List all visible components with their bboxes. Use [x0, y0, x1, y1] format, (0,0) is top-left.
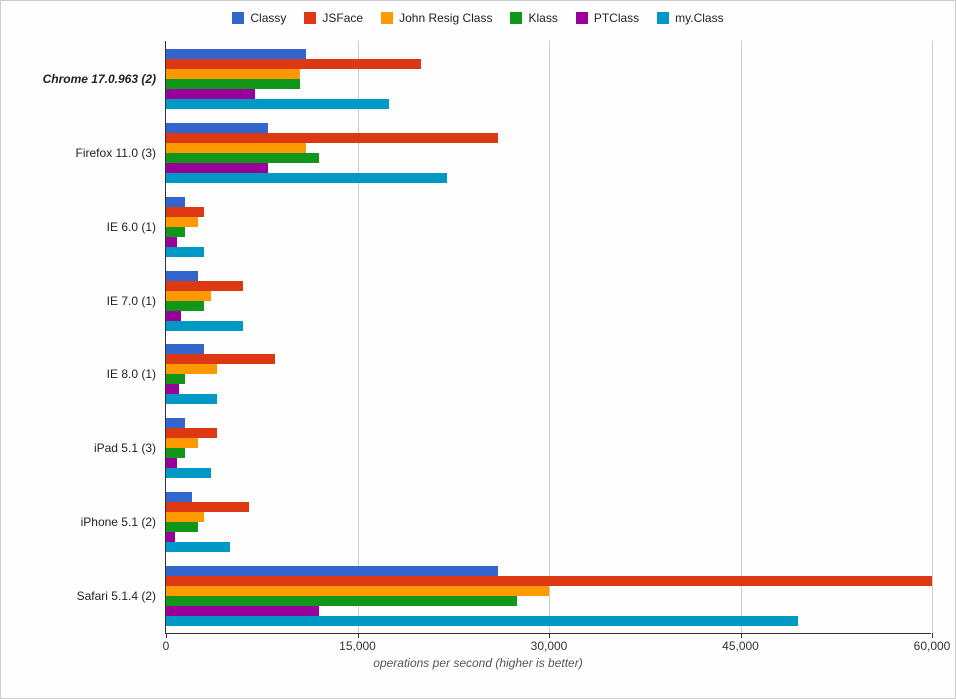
legend-swatch-classy: [232, 12, 244, 24]
bar-klass[interactable]: [166, 596, 517, 606]
bar-myclass[interactable]: [166, 616, 798, 626]
x-tick-mark: [741, 633, 742, 638]
x-tick-label: 0: [163, 639, 170, 653]
category-group: IE 7.0 (1): [166, 271, 931, 331]
category-group: Firefox 11.0 (3): [166, 123, 931, 183]
bar-ptclass[interactable]: [166, 163, 268, 173]
bar-myclass[interactable]: [166, 468, 211, 478]
legend-label: my.Class: [675, 11, 723, 25]
bar-classy[interactable]: [166, 123, 268, 133]
category-group: IE 8.0 (1): [166, 344, 931, 404]
x-tick-label: 15,000: [339, 639, 376, 653]
bar-ptclass[interactable]: [166, 458, 177, 468]
chart-frame: Classy JSFace John Resig Class Klass PTClass…: [0, 0, 956, 699]
bar-ptclass[interactable]: [166, 311, 181, 321]
legend-item-jsface[interactable]: JSFace: [304, 11, 363, 25]
legend-swatch-myclass: [657, 12, 669, 24]
category-label: Firefox 11.0 (3): [76, 146, 166, 160]
bar-classy[interactable]: [166, 49, 306, 59]
bar-jsface[interactable]: [166, 502, 249, 512]
bar-resig[interactable]: [166, 217, 198, 227]
bar-resig[interactable]: [166, 291, 211, 301]
legend-swatch-resig: [381, 12, 393, 24]
bar-classy[interactable]: [166, 492, 192, 502]
bar-klass[interactable]: [166, 374, 185, 384]
category-label: IE 6.0 (1): [107, 220, 166, 234]
legend-label: PTClass: [594, 11, 639, 25]
bar-klass[interactable]: [166, 522, 198, 532]
legend-label: John Resig Class: [399, 11, 492, 25]
x-axis-label: operations per second (higher is better): [5, 656, 951, 670]
bar-ptclass[interactable]: [166, 237, 177, 247]
bar-classy[interactable]: [166, 271, 198, 281]
bar-resig[interactable]: [166, 364, 217, 374]
bar-ptclass[interactable]: [166, 532, 175, 542]
x-tick-mark: [549, 633, 550, 638]
legend-item-resig[interactable]: John Resig Class: [381, 11, 492, 25]
bar-klass[interactable]: [166, 79, 300, 89]
x-tick-label: 30,000: [531, 639, 568, 653]
x-tick-mark: [358, 633, 359, 638]
bar-myclass[interactable]: [166, 542, 230, 552]
bar-resig[interactable]: [166, 69, 300, 79]
category-group: Chrome 17.0.963 (2): [166, 49, 931, 109]
chart-inner: Classy JSFace John Resig Class Klass PTClass…: [5, 5, 951, 694]
bar-resig[interactable]: [166, 512, 204, 522]
legend-item-classy[interactable]: Classy: [232, 11, 286, 25]
bar-resig[interactable]: [166, 438, 198, 448]
legend: Classy JSFace John Resig Class Klass PTClass…: [5, 11, 951, 25]
x-tick-label: 60,000: [914, 639, 951, 653]
legend-label: Klass: [528, 11, 557, 25]
bar-ptclass[interactable]: [166, 384, 179, 394]
bar-klass[interactable]: [166, 448, 185, 458]
bar-myclass[interactable]: [166, 321, 243, 331]
plot-area: 015,00030,00045,00060,000Chrome 17.0.963…: [165, 41, 931, 634]
bar-myclass[interactable]: [166, 247, 204, 257]
x-tick-mark: [932, 633, 933, 638]
bar-klass[interactable]: [166, 227, 185, 237]
bar-classy[interactable]: [166, 197, 185, 207]
bar-myclass[interactable]: [166, 99, 389, 109]
bar-resig[interactable]: [166, 143, 306, 153]
bar-classy[interactable]: [166, 418, 185, 428]
bar-jsface[interactable]: [166, 576, 932, 586]
bar-jsface[interactable]: [166, 207, 204, 217]
legend-swatch-ptclass: [576, 12, 588, 24]
category-group: IE 6.0 (1): [166, 197, 931, 257]
legend-label: JSFace: [322, 11, 363, 25]
category-label: iPad 5.1 (3): [94, 441, 166, 455]
category-group: iPhone 5.1 (2): [166, 492, 931, 552]
bar-classy[interactable]: [166, 344, 204, 354]
category-label: Chrome 17.0.963 (2): [43, 72, 166, 86]
bar-classy[interactable]: [166, 566, 498, 576]
gridline: [932, 41, 933, 633]
legend-item-klass[interactable]: Klass: [510, 11, 557, 25]
category-label: Safari 5.1.4 (2): [77, 589, 166, 603]
bar-ptclass[interactable]: [166, 606, 319, 616]
bar-myclass[interactable]: [166, 173, 447, 183]
bar-klass[interactable]: [166, 301, 204, 311]
legend-swatch-jsface: [304, 12, 316, 24]
bar-jsface[interactable]: [166, 428, 217, 438]
legend-item-myclass[interactable]: my.Class: [657, 11, 723, 25]
bar-klass[interactable]: [166, 153, 319, 163]
category-label: IE 8.0 (1): [107, 367, 166, 381]
legend-swatch-klass: [510, 12, 522, 24]
bar-jsface[interactable]: [166, 133, 498, 143]
bar-myclass[interactable]: [166, 394, 217, 404]
category-group: Safari 5.1.4 (2): [166, 566, 931, 626]
bar-jsface[interactable]: [166, 59, 421, 69]
legend-label: Classy: [250, 11, 286, 25]
legend-item-ptclass[interactable]: PTClass: [576, 11, 639, 25]
category-group: iPad 5.1 (3): [166, 418, 931, 478]
category-label: IE 7.0 (1): [107, 294, 166, 308]
x-tick-mark: [166, 633, 167, 638]
bar-jsface[interactable]: [166, 281, 243, 291]
bar-resig[interactable]: [166, 586, 549, 596]
bar-ptclass[interactable]: [166, 89, 255, 99]
category-label: iPhone 5.1 (2): [81, 515, 166, 529]
bar-jsface[interactable]: [166, 354, 275, 364]
x-tick-label: 45,000: [722, 639, 759, 653]
